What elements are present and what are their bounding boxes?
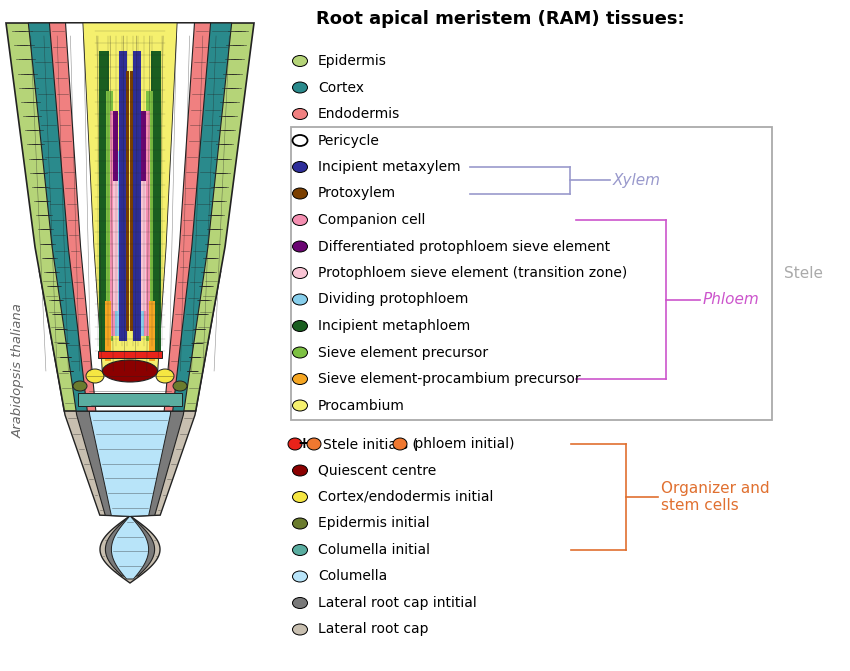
Ellipse shape	[292, 241, 308, 252]
Ellipse shape	[292, 400, 308, 411]
Ellipse shape	[292, 294, 308, 305]
Ellipse shape	[292, 82, 308, 93]
Ellipse shape	[292, 109, 308, 119]
Text: Companion cell: Companion cell	[318, 213, 425, 227]
Polygon shape	[39, 271, 221, 583]
Text: phloem initial): phloem initial)	[410, 437, 514, 451]
Ellipse shape	[288, 438, 302, 450]
Polygon shape	[110, 111, 116, 336]
Text: Sieve element-procambium precursor: Sieve element-procambium precursor	[318, 372, 581, 386]
Ellipse shape	[86, 369, 104, 383]
Text: Columella initial: Columella initial	[318, 543, 430, 557]
Ellipse shape	[393, 438, 407, 450]
Polygon shape	[116, 151, 121, 336]
Polygon shape	[49, 23, 211, 411]
Polygon shape	[105, 301, 111, 361]
Ellipse shape	[292, 321, 308, 331]
Text: Organizer and
stem cells: Organizer and stem cells	[661, 481, 769, 513]
Polygon shape	[83, 361, 176, 579]
Text: Epidermis: Epidermis	[318, 54, 387, 68]
Polygon shape	[127, 71, 129, 331]
Ellipse shape	[292, 624, 308, 635]
Text: Xylem: Xylem	[613, 172, 661, 188]
Text: Endodermis: Endodermis	[318, 107, 400, 121]
Text: Epidermis initial: Epidermis initial	[318, 517, 429, 531]
Ellipse shape	[292, 162, 308, 172]
Ellipse shape	[292, 491, 308, 503]
Text: Root apical meristem (RAM) tissues:: Root apical meristem (RAM) tissues:	[315, 10, 684, 28]
Text: Cortex/endodermis initial: Cortex/endodermis initial	[318, 490, 493, 504]
Polygon shape	[99, 51, 109, 351]
Polygon shape	[98, 351, 162, 358]
Polygon shape	[139, 151, 144, 336]
Text: Arabidopsis thaliana: Arabidopsis thaliana	[12, 303, 25, 438]
Ellipse shape	[103, 360, 157, 382]
Text: Stele: Stele	[784, 266, 823, 280]
Ellipse shape	[292, 188, 308, 199]
Polygon shape	[114, 181, 118, 311]
Polygon shape	[149, 301, 155, 361]
Text: Sieve element precursor: Sieve element precursor	[318, 346, 488, 360]
Ellipse shape	[292, 374, 308, 384]
Text: Differentiated protophloem sieve element: Differentiated protophloem sieve element	[318, 240, 610, 254]
Polygon shape	[114, 111, 118, 181]
Polygon shape	[65, 23, 195, 411]
Text: Pericycle: Pericycle	[318, 134, 380, 148]
Text: Protophloem sieve element (transition zone): Protophloem sieve element (transition zo…	[318, 266, 627, 280]
Text: +: +	[298, 437, 310, 452]
Ellipse shape	[292, 268, 308, 278]
Text: Dividing protophloem: Dividing protophloem	[318, 293, 468, 307]
Text: Cortex: Cortex	[318, 81, 364, 95]
Ellipse shape	[73, 381, 87, 391]
Ellipse shape	[292, 571, 308, 582]
Text: Stele initials (: Stele initials (	[323, 437, 418, 451]
Polygon shape	[28, 23, 232, 411]
Text: Procambium: Procambium	[318, 399, 405, 413]
Polygon shape	[6, 23, 254, 411]
Polygon shape	[131, 71, 133, 331]
Ellipse shape	[292, 518, 308, 529]
Bar	[291, 127, 772, 419]
Ellipse shape	[173, 381, 187, 391]
Polygon shape	[133, 51, 141, 341]
Text: Incipient metaxylem: Incipient metaxylem	[318, 160, 461, 174]
Text: Lateral root cap intitial: Lateral root cap intitial	[318, 596, 477, 610]
Text: Quiescent centre: Quiescent centre	[318, 464, 436, 478]
Ellipse shape	[156, 369, 174, 383]
Polygon shape	[83, 23, 177, 371]
Ellipse shape	[292, 465, 308, 476]
Polygon shape	[78, 393, 182, 406]
Text: Incipient metaphloem: Incipient metaphloem	[318, 319, 470, 333]
Polygon shape	[141, 111, 146, 181]
Polygon shape	[141, 181, 146, 311]
Polygon shape	[146, 91, 154, 341]
Ellipse shape	[292, 544, 308, 556]
Text: Lateral root cap: Lateral root cap	[318, 623, 428, 637]
Polygon shape	[106, 91, 114, 341]
Text: Phloem: Phloem	[703, 292, 760, 307]
Polygon shape	[60, 301, 200, 576]
Ellipse shape	[292, 56, 308, 66]
Text: Protoxylem: Protoxylem	[318, 187, 396, 201]
Ellipse shape	[292, 597, 308, 609]
Polygon shape	[119, 51, 127, 341]
Ellipse shape	[307, 438, 321, 450]
Ellipse shape	[292, 347, 308, 358]
Ellipse shape	[292, 135, 308, 146]
Ellipse shape	[292, 215, 308, 225]
Polygon shape	[151, 51, 161, 351]
Polygon shape	[144, 111, 150, 336]
Text: Columella: Columella	[318, 570, 388, 584]
